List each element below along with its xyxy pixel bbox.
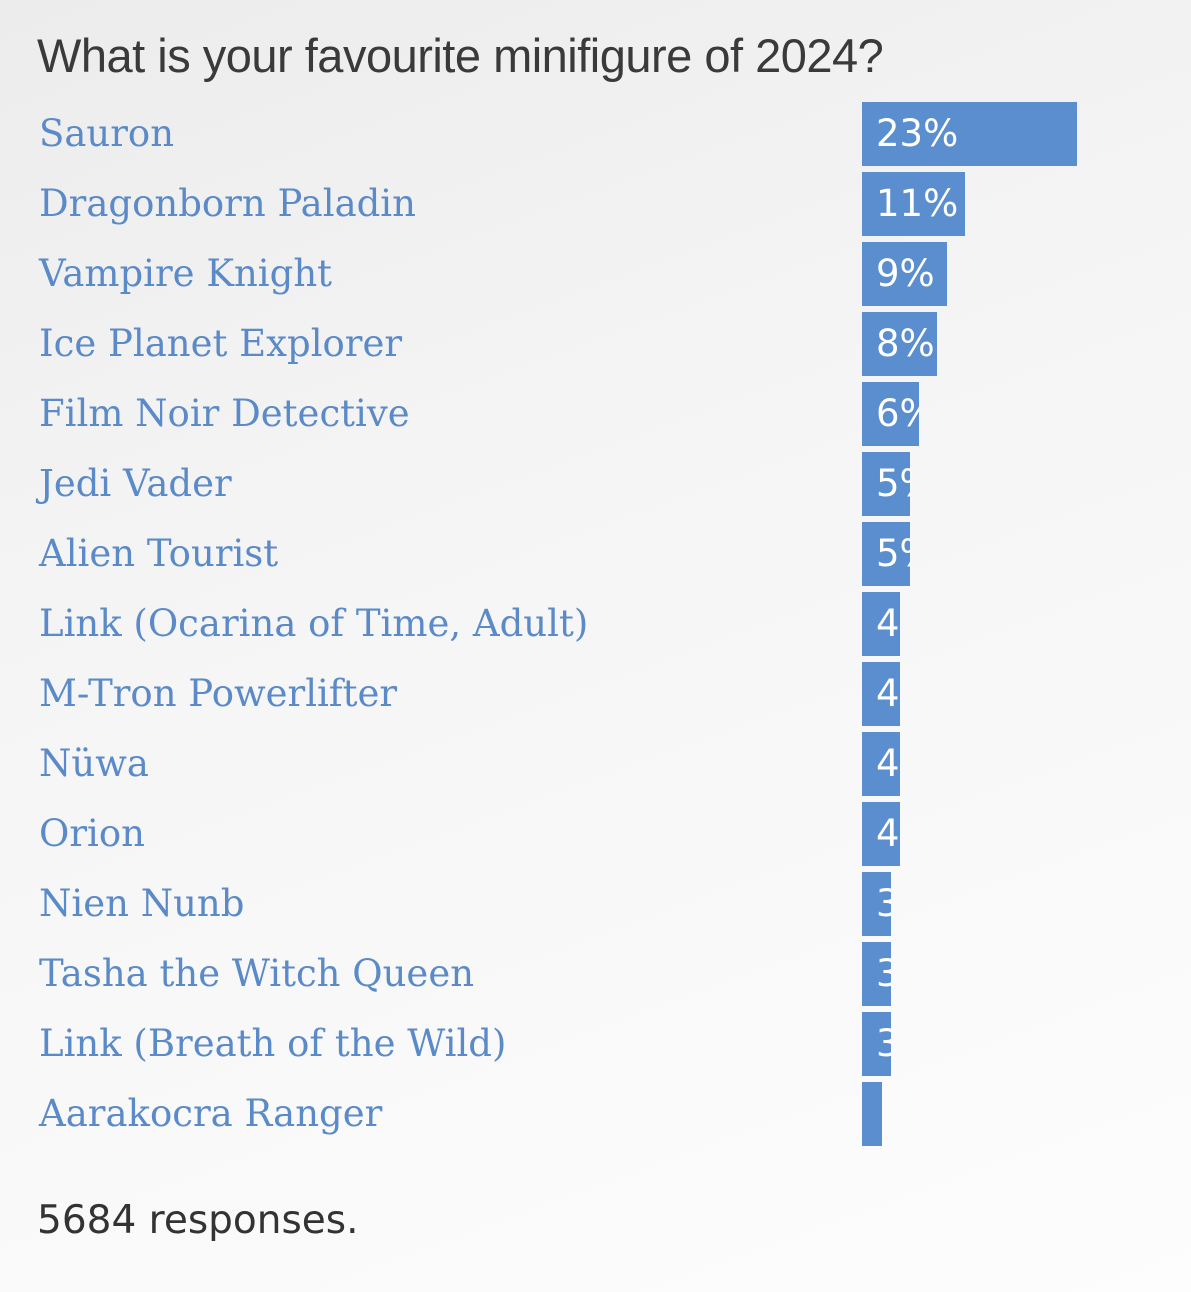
bar-value-label: 6% xyxy=(876,392,919,435)
option-label: Dragonborn Paladin xyxy=(39,182,416,225)
bar-value-label: 5% xyxy=(876,462,910,505)
option-label: Link (Ocarina of Time, Adult) xyxy=(39,602,589,645)
bar-value-label: 4 xyxy=(876,742,900,785)
result-bar xyxy=(862,592,900,656)
result-bar xyxy=(862,872,891,936)
option-label: Film Noir Detective xyxy=(39,392,410,435)
option-label: Link (Breath of the Wild) xyxy=(39,1022,507,1065)
result-bar xyxy=(862,1012,891,1076)
result-bar xyxy=(862,662,900,726)
result-bar xyxy=(862,732,900,796)
result-bar xyxy=(862,312,937,376)
result-bar xyxy=(862,172,965,236)
result-bar xyxy=(862,382,919,446)
option-label: Jedi Vader xyxy=(39,462,232,505)
option-label: Sauron xyxy=(39,112,175,155)
bar-value-label: 4 xyxy=(876,672,900,715)
option-label: M-Tron Powerlifter xyxy=(39,672,398,715)
result-bar xyxy=(862,522,910,586)
option-label: Aarakocra Ranger xyxy=(39,1092,383,1135)
bar-value-label: 8% xyxy=(876,322,935,365)
bar-value-label: 11% xyxy=(876,182,959,225)
result-bar xyxy=(862,102,1077,166)
bar-value-label: 3 xyxy=(876,952,891,995)
result-bar xyxy=(862,1082,882,1146)
result-bar xyxy=(862,242,947,306)
option-label: Alien Tourist xyxy=(39,532,279,575)
option-label: Nüwa xyxy=(39,742,149,785)
result-bar xyxy=(862,452,910,516)
option-label: Ice Planet Explorer xyxy=(39,322,403,365)
result-bar xyxy=(862,802,900,866)
result-bar xyxy=(862,942,891,1006)
option-label: Tasha the Witch Queen xyxy=(39,952,475,995)
response-count: 5684 responses. xyxy=(37,1198,359,1243)
option-label: Vampire Knight xyxy=(39,252,333,295)
bar-value-label: 3 xyxy=(876,882,891,925)
bar-value-label: 9% xyxy=(876,252,935,295)
option-label: Nien Nunb xyxy=(39,882,245,925)
bar-value-label: 3 xyxy=(876,1022,891,1065)
bar-value-label: 4 xyxy=(876,812,900,855)
bar-value-label: 4 xyxy=(876,602,900,645)
bar-value-label: 23% xyxy=(876,112,959,155)
poll-question: What is your favourite minifigure of 202… xyxy=(37,29,884,82)
bar-value-label: 5% xyxy=(876,532,910,575)
option-label: Orion xyxy=(39,812,145,855)
